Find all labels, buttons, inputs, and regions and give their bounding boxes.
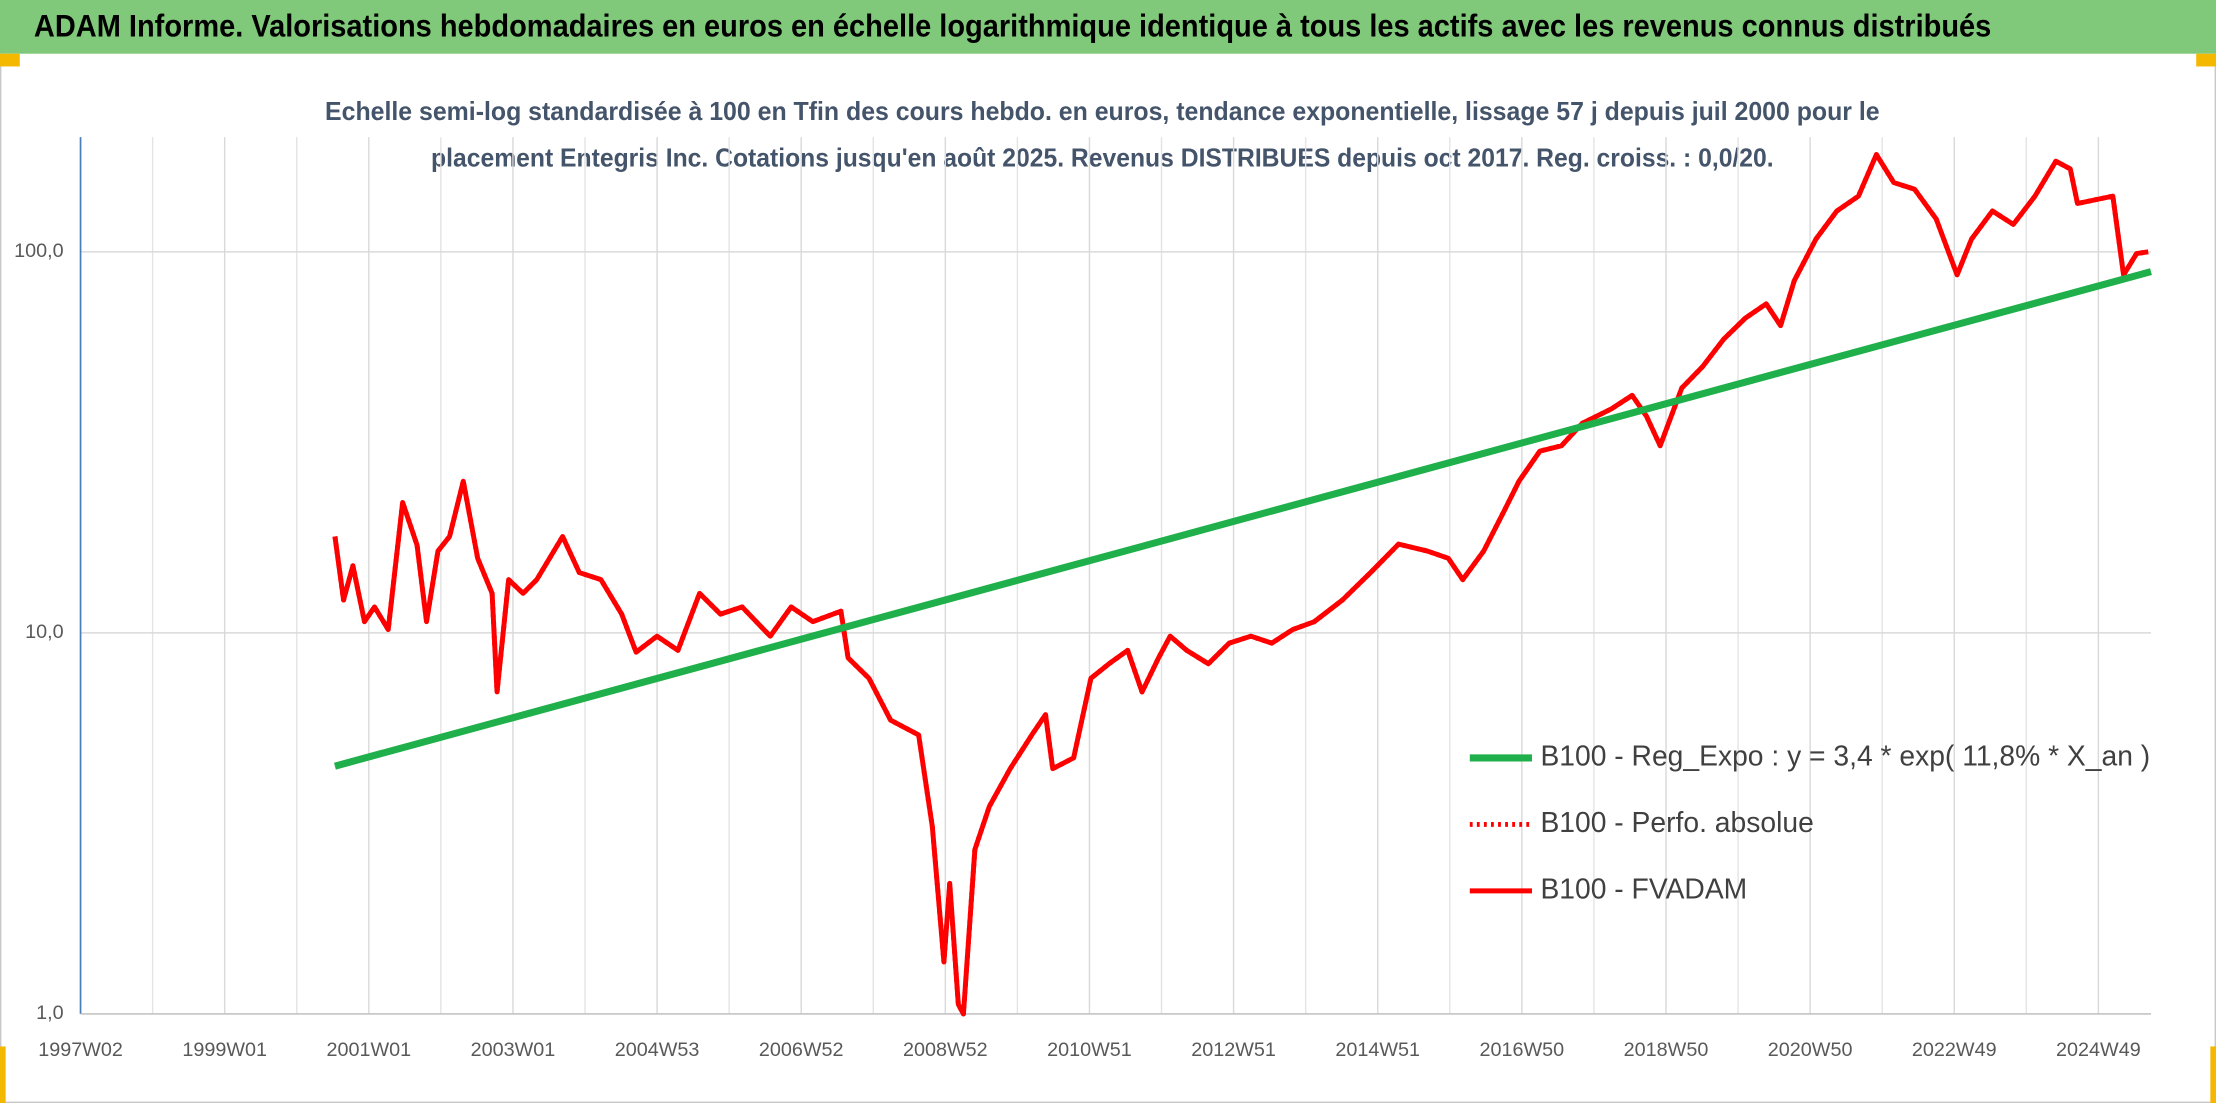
y-tick-label: 100,0 [14,240,64,262]
series-line [332,152,2149,1017]
x-tick-label: 2016W50 [1480,1039,1565,1061]
x-tick-label: 2018W50 [1624,1039,1709,1061]
x-tick-label: 2008W52 [903,1039,988,1061]
legend-label: B100 - FVADAM [1540,872,1747,904]
subtitle: Echelle semi-log standardisée à 100 en T… [325,98,1880,126]
x-tick-label: 2010W51 [1047,1039,1132,1061]
corner-mark [0,53,20,67]
x-tick-label: 2024W49 [2056,1039,2141,1061]
x-tick-label: 2020W50 [1768,1039,1853,1061]
plot-area [332,152,2152,1017]
x-tick-label: 2006W52 [759,1039,844,1061]
legend-label: B100 - Perfo. absolue [1540,806,1813,838]
corner-mark [0,1046,6,1103]
chart-title: ADAM Informe. Valorisations hebdomadaire… [34,8,1991,43]
x-tick-label: 2003W01 [471,1039,556,1061]
subtitle: placement Entegris Inc. Cotations jusqu'… [431,145,1774,173]
series-line [334,268,2152,770]
x-tick-label: 2014W51 [1335,1039,1420,1061]
x-tick-label: 1999W01 [182,1039,267,1061]
corner-mark [2196,53,2216,67]
x-tick-label: 1997W02 [38,1039,123,1061]
legend-label: B100 - Reg_Expo : y = 3,4 * exp( 11,8% *… [1540,739,2150,771]
corner-mark [2210,1046,2216,1103]
x-tick-label: 2012W51 [1191,1039,1276,1061]
x-tick-label: 2004W53 [615,1039,700,1061]
y-tick-label: 10,0 [25,621,64,643]
x-tick-label: 2022W49 [1912,1039,1997,1061]
y-tick-label: 1,0 [36,1002,63,1024]
title-bar [0,0,2216,54]
x-tick-label: 2001W01 [326,1039,411,1061]
